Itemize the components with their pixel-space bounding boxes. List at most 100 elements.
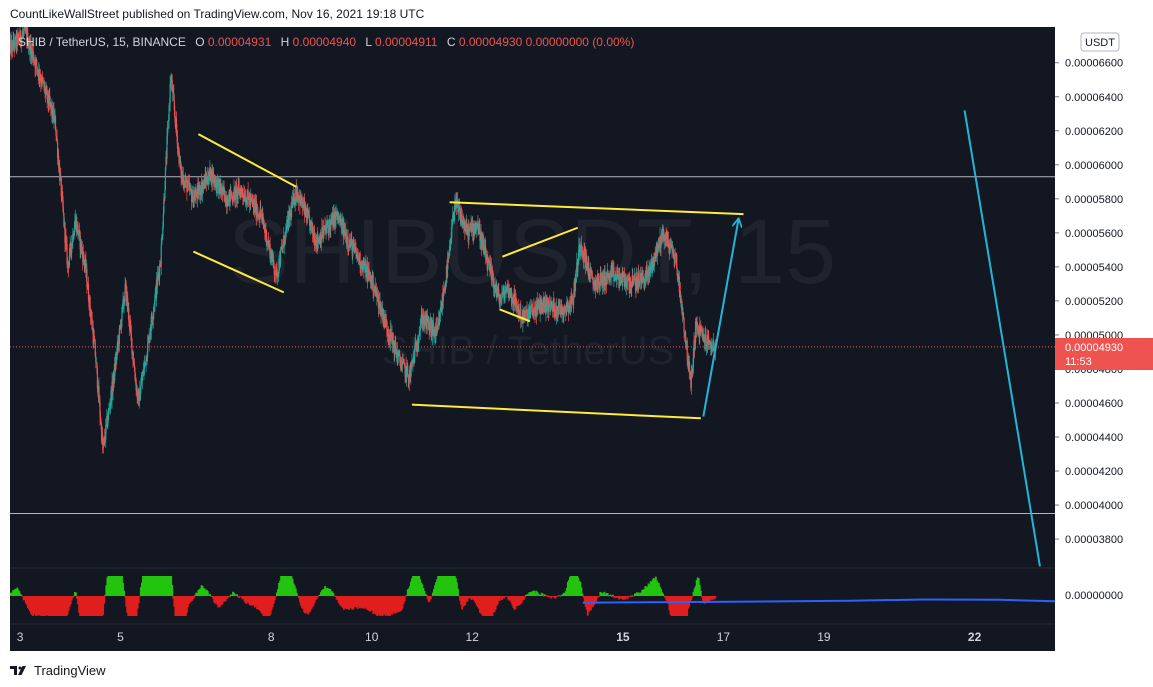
oscillator-bar — [303, 596, 306, 613]
candle-body — [251, 200, 253, 202]
oscillator-bar — [38, 596, 41, 616]
candle-body — [583, 247, 585, 260]
pattern-trendline[interactable] — [501, 226, 579, 258]
candle-body — [675, 254, 677, 256]
candle-body — [374, 289, 376, 291]
oscillator-bar — [138, 596, 141, 597]
footer[interactable]: TradingView — [10, 661, 106, 679]
candle-body — [588, 261, 590, 278]
oscillator-bar — [199, 588, 202, 596]
oscillator-bar — [547, 595, 549, 597]
pattern-trendline[interactable] — [192, 250, 285, 294]
candle-body — [626, 275, 629, 283]
oscillator-bar — [370, 596, 373, 611]
oscillator-bar — [274, 596, 277, 597]
candle-body — [341, 222, 343, 234]
candle-body — [127, 297, 129, 310]
currency-button[interactable]: USDT — [1080, 32, 1120, 52]
oscillator-bar — [570, 576, 572, 596]
time-axis[interactable]: 3 5 8 10 12 15 17 19 22 — [17, 630, 982, 644]
oscillator-bar — [85, 596, 88, 616]
oscillator-bar — [226, 596, 229, 599]
candle-body — [137, 392, 139, 399]
projection-line[interactable] — [963, 110, 1041, 567]
candle-body — [227, 205, 229, 207]
y-tick-label: 0.00004400 — [1065, 432, 1123, 444]
oscillator-bar — [114, 576, 117, 596]
candle-body — [416, 347, 418, 351]
oscillator-bar — [638, 593, 640, 596]
oscillator-bar — [461, 596, 464, 610]
oscillator-bar — [200, 585, 203, 596]
oscillator-bar — [75, 592, 77, 596]
candle-body — [687, 360, 689, 369]
oscillator-bar — [400, 596, 403, 611]
candle-body — [98, 401, 101, 403]
candle-body — [209, 167, 212, 181]
oscillator-bar — [357, 596, 360, 607]
y-tick-label: 0.00003800 — [1065, 534, 1123, 546]
oscillator-bar — [332, 593, 335, 596]
oscillator-bar — [478, 596, 480, 609]
oscillator-bar — [695, 580, 698, 596]
candle-body — [498, 289, 500, 296]
oscillator-bar — [646, 586, 649, 596]
oscillator-bar — [587, 596, 590, 612]
oscillator-bar — [470, 596, 473, 601]
candle-body — [56, 138, 58, 142]
oscillator-bar — [425, 594, 428, 596]
oscillator-bar — [467, 596, 470, 599]
oscillator-bar — [386, 596, 389, 616]
candle-body — [558, 301, 560, 315]
legend-close-value: 0.00004930 0.00000000 (0.00%) — [459, 35, 634, 49]
candle-body — [397, 352, 399, 358]
oscillator-bar — [113, 576, 116, 596]
pattern-trendline[interactable] — [411, 403, 701, 420]
oscillator-bar — [89, 596, 92, 616]
chart-pane[interactable] — [10, 27, 1055, 651]
pattern-trendline[interactable] — [449, 201, 744, 216]
symbol-legend[interactable]: SHIB / TetherUS, 15, BINANCE O 0.0000493… — [18, 35, 634, 49]
oscillator-bar — [202, 588, 205, 596]
pattern-trendline[interactable] — [499, 308, 531, 323]
candle-body — [692, 347, 695, 368]
candle-body — [365, 263, 367, 278]
oscillator-bar — [539, 595, 542, 596]
oscillator-bar — [572, 576, 575, 596]
candle-body — [499, 299, 501, 303]
oscillator-bar — [167, 576, 169, 596]
candle-body — [121, 304, 124, 308]
legend-open-label: O — [195, 35, 204, 49]
candle-body — [246, 199, 248, 204]
current-price-tag: 0.00004930 11:53 — [1055, 338, 1153, 370]
candle-body — [611, 267, 613, 278]
candle-body — [182, 175, 184, 186]
trend-drawings[interactable] — [192, 110, 1041, 567]
candle-body — [546, 297, 548, 302]
candle-body — [566, 304, 568, 312]
candle-body — [629, 277, 631, 286]
candle-body — [509, 293, 511, 294]
candle-body — [421, 313, 423, 326]
x-tick-label: 12 — [466, 630, 480, 644]
oscillator-bar — [480, 596, 482, 614]
candle-body — [161, 237, 163, 245]
candle-body — [196, 185, 198, 199]
oscillator-bar — [67, 596, 70, 611]
oscillator-bar — [132, 596, 135, 616]
oscillator-bar — [36, 596, 39, 616]
candle-body — [410, 364, 412, 368]
projection-arrow[interactable] — [702, 219, 738, 417]
oscillator-bar — [512, 596, 515, 609]
candle-body — [123, 300, 125, 306]
y-tick-label: 0.00004000 — [1065, 500, 1123, 512]
candle-body — [270, 250, 272, 257]
candle-body — [255, 200, 258, 218]
pattern-trendline[interactable] — [197, 133, 297, 188]
candle-body — [532, 311, 534, 316]
oscillator-bar — [473, 596, 476, 602]
candle-body — [284, 243, 286, 246]
oscillator-bar — [165, 576, 167, 596]
oscillator-bar — [466, 596, 469, 602]
